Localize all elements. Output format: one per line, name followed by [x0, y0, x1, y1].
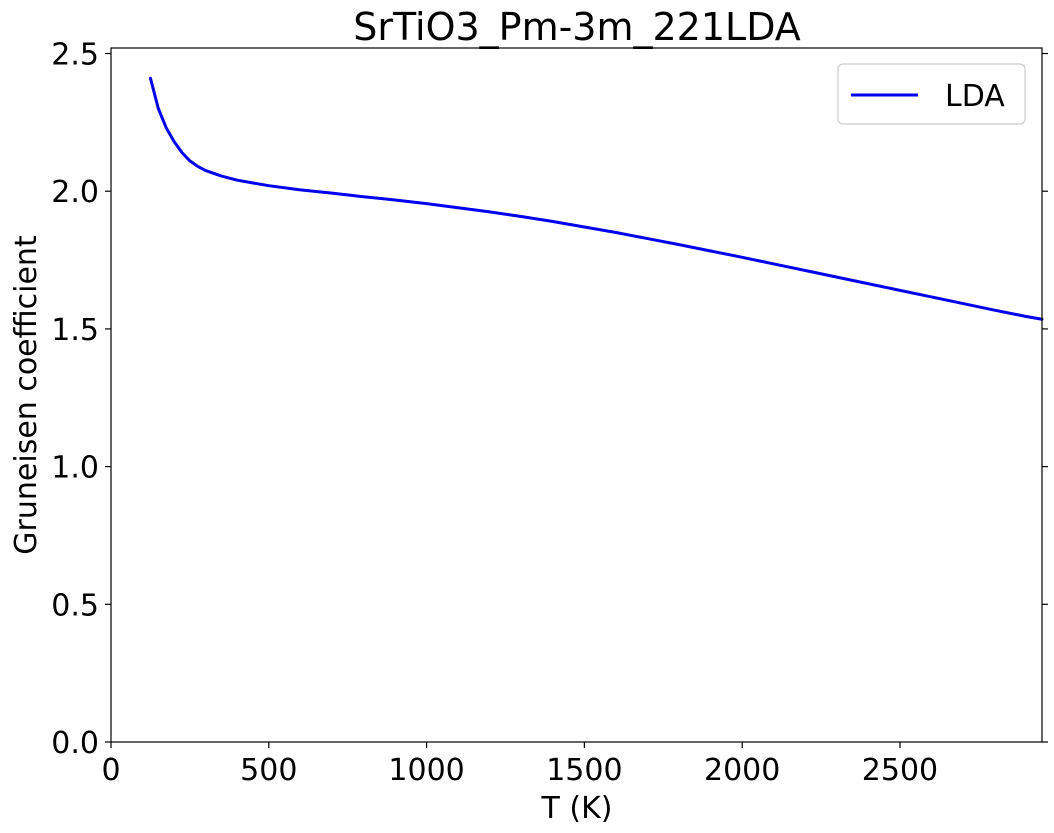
y-tick-label: 2.5 — [51, 38, 99, 73]
legend: LDA — [837, 63, 1026, 125]
x-tick-label: 2500 — [862, 753, 938, 788]
x-tick-label: 500 — [240, 753, 297, 788]
y-tick-label: 1.0 — [51, 451, 99, 486]
plot-background — [111, 48, 1042, 742]
y-axis: 0.0 0.5 1.0 1.5 2.0 2.5 — [51, 38, 1048, 761]
x-tick-label: 1000 — [388, 753, 464, 788]
x-axis: 0 500 1000 1500 2000 2500 — [101, 742, 938, 788]
x-tick-label: 0 — [101, 753, 120, 788]
y-tick-label: 1.5 — [51, 313, 99, 348]
y-tick-label: 2.0 — [51, 175, 99, 210]
y-axis-label: Gruneisen coefficient — [9, 235, 44, 555]
series-layer — [148, 76, 1044, 321]
legend-box — [837, 63, 1026, 125]
y-tick-label: 0.0 — [51, 726, 99, 761]
series-line-lda — [148, 76, 1044, 321]
chart-title: SrTiO3_Pm-3m_221LDA — [353, 5, 801, 49]
legend-label-lda: LDA — [945, 79, 1005, 114]
y-tick-label: 0.5 — [51, 588, 99, 623]
plot-frame — [110, 47, 1043, 743]
x-axis-label: T (K) — [541, 791, 613, 826]
x-tick-label: 2000 — [704, 753, 780, 788]
x-tick-label: 1500 — [546, 753, 622, 788]
